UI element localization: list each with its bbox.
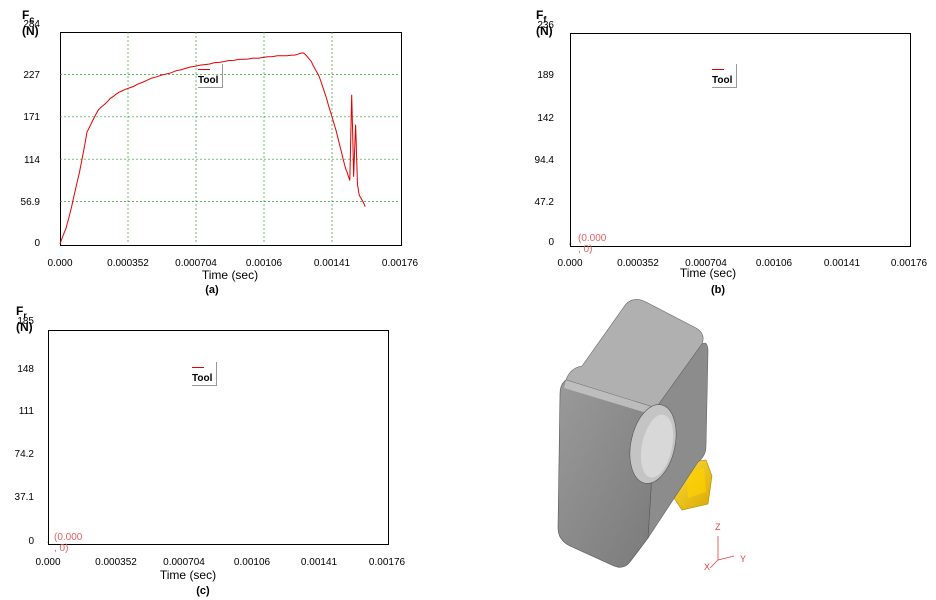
- insert-right-face: [647, 342, 709, 540]
- chart-a-series-line: [59, 52, 366, 245]
- chart-a-ylabel: Fc (N): [22, 8, 39, 39]
- chart-c-legend: Tool: [192, 362, 218, 386]
- chart-c-legend-label: Tool: [192, 373, 213, 384]
- chart-a-xtick: 0.00106: [245, 258, 283, 269]
- chart-a-xtick: 0.000704: [175, 258, 217, 269]
- chart-c-ylabel: Fr (N): [16, 304, 33, 335]
- chart-b-ylabel: Ff (N): [536, 8, 553, 39]
- chart-b-xtick: 0.000704: [685, 258, 727, 269]
- chart-a-xtick: 0.000: [47, 258, 73, 269]
- chart-c-ytick: 111: [18, 406, 34, 417]
- chart-b-xtick: 0.000: [557, 258, 583, 269]
- axis-triad: [709, 536, 735, 569]
- chart-b-ytick: 94.4: [534, 155, 554, 166]
- chart-c-xtick: 0.000704: [163, 557, 205, 568]
- chart-c-plot-area: [48, 330, 389, 545]
- insert-tip-highlight: [686, 468, 706, 498]
- insert-top-face: [565, 299, 704, 409]
- chart-b-ytick: 189: [537, 70, 554, 81]
- chart-b-ytick: 0: [548, 237, 554, 248]
- chart-b-legend-swatch: [712, 68, 724, 70]
- chart-c-caption: (c): [196, 585, 210, 597]
- chart-a-ytick: 114: [24, 155, 40, 166]
- chart-a-ytick: 0: [34, 238, 40, 249]
- chart-b-xlabel: Time (sec): [679, 266, 737, 280]
- triad-y-label: Y: [740, 554, 747, 564]
- chart-c-xlabel: Time (sec): [159, 568, 217, 582]
- chart-c-ytick: 185: [17, 316, 34, 327]
- chart-a-ytick: 227: [23, 70, 40, 81]
- triad-z-label: Z: [715, 522, 721, 532]
- chart-a-ytick: 56.9: [20, 197, 40, 208]
- chart-a-ytick: 171: [23, 112, 40, 123]
- tool-insert-illustration: [557, 299, 735, 569]
- chart-a-xtick: 0.000352: [107, 258, 149, 269]
- chart-c-ytick: 37.1: [14, 492, 34, 503]
- insert-hole-inner: [640, 414, 674, 478]
- chart-b-xtick: 0.000352: [617, 258, 659, 269]
- chart-a-xlabel: Time (sec): [201, 268, 259, 282]
- insert-front-face: [557, 379, 657, 568]
- chart-a-xtick: 0.00176: [381, 258, 419, 269]
- chart-a-legend-label: Tool: [198, 75, 219, 86]
- chart-b-ytick: 47.2: [534, 197, 554, 208]
- chart-c-origin-label: (0.000 , 0): [54, 532, 83, 554]
- chart-a-xtick: 0.00141: [313, 258, 351, 269]
- chart-b-ytick: 142: [537, 113, 554, 124]
- chart-c-ytick: 148: [17, 364, 34, 375]
- triad-x-label: X: [704, 562, 711, 572]
- chart-a-legend: Tool: [198, 64, 224, 88]
- chart-b-legend: Tool: [712, 64, 738, 88]
- chart-c-xtick: 0.00106: [233, 557, 271, 568]
- chart-b-origin-label: (0.000 , 0): [578, 233, 607, 255]
- chart-b-plot-area: [570, 33, 911, 247]
- chart-b-caption: (b): [710, 284, 726, 296]
- chart-c-ytick: 0: [28, 536, 34, 547]
- chart-b-xtick: 0.00141: [823, 258, 861, 269]
- chart-a-plot-area: [60, 32, 402, 246]
- chart-c-xtick: 0.00141: [300, 557, 338, 568]
- chart-a-ytick: 284: [23, 19, 40, 30]
- chart-b-legend-label: Tool: [712, 75, 733, 86]
- chart-c-xtick: 0.000: [35, 557, 61, 568]
- chart-c-ytick: 74.2: [14, 449, 34, 460]
- chart-a-legend-swatch: [198, 68, 210, 70]
- chart-b-xtick: 0.00176: [890, 258, 928, 269]
- chart-b-xtick: 0.00106: [755, 258, 793, 269]
- chart-c-legend-swatch: [192, 366, 204, 368]
- chart-c-xtick: 0.000352: [95, 557, 137, 568]
- chart-b-ytick: 236: [537, 20, 554, 31]
- chart-c-xtick: 0.00176: [368, 557, 406, 568]
- chart-a-caption: (a): [205, 284, 219, 296]
- insert-edge-highlight: [564, 380, 656, 414]
